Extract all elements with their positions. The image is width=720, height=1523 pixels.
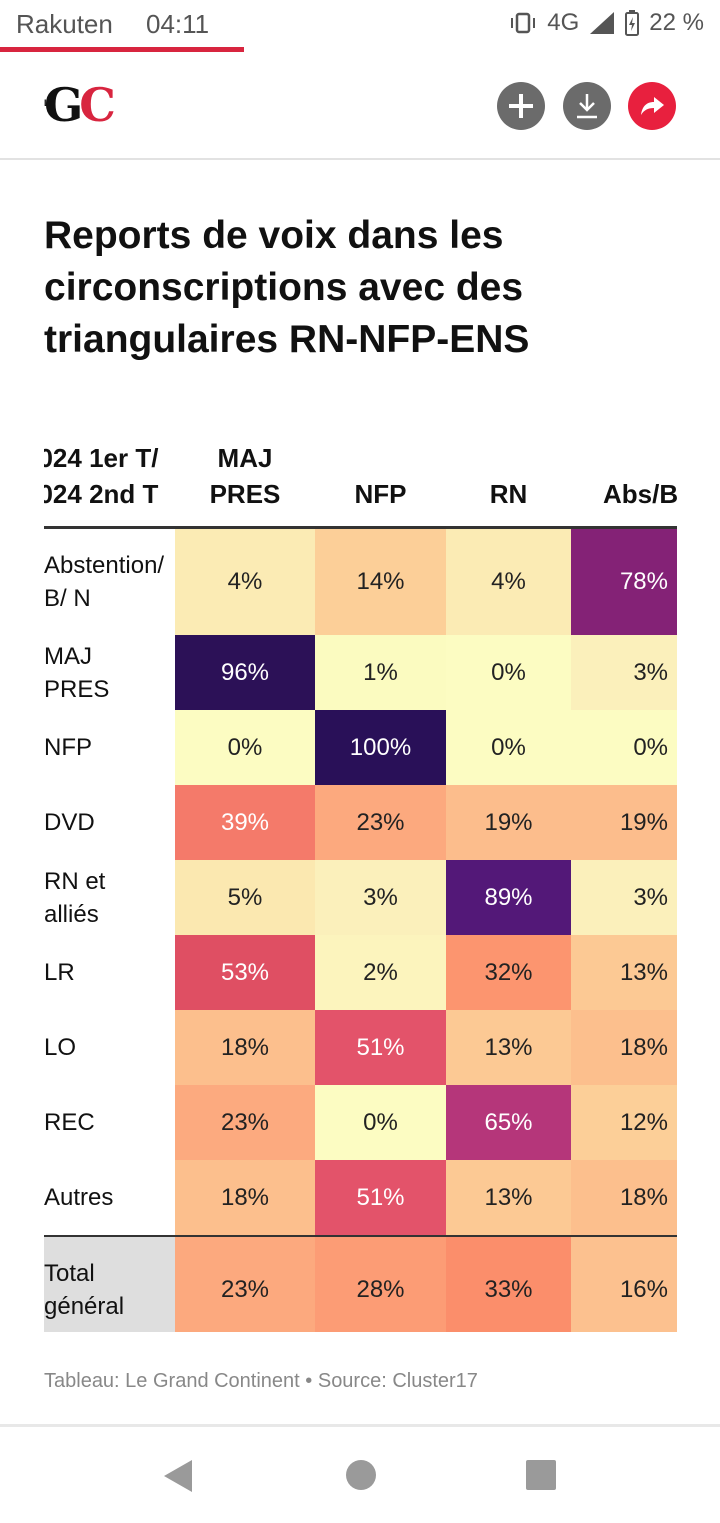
table-cell: 23% <box>175 1085 315 1160</box>
table-cell: 2% <box>315 935 446 1010</box>
table-cell: 5% <box>175 860 315 935</box>
row-header-label: 2024 1er T/ 2024 2nd T <box>44 443 159 509</box>
table-cell: 14% <box>315 527 446 635</box>
status-icons: 4G 22 % <box>509 9 704 37</box>
table-cell: 51% <box>315 1160 446 1236</box>
table-row: MAJ PRES 96% 1% 0% 3% <box>44 635 677 710</box>
app-header: LE GC <box>0 52 720 160</box>
site-logo[interactable]: LE GC <box>44 78 116 132</box>
table-cell: 18% <box>175 1010 315 1085</box>
row-label: Total général <box>44 1235 175 1332</box>
row-label: RN et alliés <box>44 860 175 935</box>
table-cell: 32% <box>446 935 571 1010</box>
column-header: Abs/B <box>603 479 677 509</box>
article-title: Reports de voix dans les circonscription… <box>44 214 530 361</box>
vibrate-icon <box>511 12 536 34</box>
network-type: 4G <box>547 9 580 36</box>
table-cell: 100% <box>315 710 446 785</box>
table-cell: 0% <box>446 635 571 710</box>
download-button[interactable] <box>563 82 611 130</box>
download-icon <box>577 94 597 119</box>
table-row: LO 18% 51% 13% 18% <box>44 1010 677 1085</box>
table-row: NFP 0% 100% 0% 0% <box>44 710 677 785</box>
table-cell: 18% <box>571 1010 677 1085</box>
table-cell: 19% <box>446 785 571 860</box>
logo-g: G <box>44 78 83 132</box>
plus-icon <box>509 94 533 118</box>
signal-icon <box>590 12 615 34</box>
logo-le-text: LE <box>44 98 56 108</box>
table-row: LR 53% 2% 32% 13% <box>44 935 677 1010</box>
table-cell: 51% <box>315 1010 446 1085</box>
table-cell: 78% <box>571 527 677 635</box>
table-cell: 3% <box>571 860 677 935</box>
row-label: LO <box>44 1010 175 1085</box>
battery-charging-icon <box>625 10 640 36</box>
table-cell: 33% <box>446 1235 571 1332</box>
table-cell: 23% <box>315 785 446 860</box>
table-cell: 28% <box>315 1235 446 1332</box>
table-caption: Tableau: Le Grand Continent • Source: Cl… <box>44 1370 478 1392</box>
status-time: 04:11 <box>146 9 210 39</box>
table-cell: 53% <box>175 935 315 1010</box>
table-row: REC 23% 0% 65% 12% <box>44 1085 677 1160</box>
table-cell: 4% <box>175 527 315 635</box>
status-bar: Rakuten 04:11 4G 22 % <box>0 0 720 52</box>
table-row: RN et alliés 5% 3% 89% 3% <box>44 860 677 935</box>
table-header-row: 2024 1er T/ 2024 2nd T MAJ PRES NFP RN A… <box>44 420 677 528</box>
recent-apps-icon[interactable] <box>526 1460 556 1490</box>
table-cell: 13% <box>446 1010 571 1085</box>
table-cell: 12% <box>571 1085 677 1160</box>
row-label: DVD <box>44 785 175 860</box>
table-cell: 0% <box>446 710 571 785</box>
row-label: NFP <box>44 710 175 785</box>
table-cell: 89% <box>446 860 571 935</box>
home-icon[interactable] <box>346 1460 376 1490</box>
table-cell: 23% <box>175 1235 315 1332</box>
table-cell: 18% <box>175 1160 315 1236</box>
page-load-progress <box>0 47 244 52</box>
column-header: NFP <box>354 479 407 509</box>
table-row: Autres 18% 51% 13% 18% <box>44 1160 677 1236</box>
back-icon[interactable] <box>164 1460 192 1492</box>
table-cell: 18% <box>571 1160 677 1236</box>
row-label: REC <box>44 1085 175 1160</box>
row-label: MAJ PRES <box>44 635 175 710</box>
row-label: Autres <box>44 1160 175 1236</box>
table-cell: 3% <box>571 635 677 710</box>
vote-transfer-table-container[interactable]: 2024 1er T/ 2024 2nd T MAJ PRES NFP RN A… <box>44 420 677 1332</box>
table-row: Abstention/ B/ N 4% 14% 4% 78% <box>44 527 677 635</box>
add-button[interactable] <box>497 82 545 130</box>
share-button[interactable] <box>628 82 676 130</box>
table-body: Abstention/ B/ N 4% 14% 4% 78% MAJ PRES 96% 1% 0… <box>44 527 677 1332</box>
table-cell: 19% <box>571 785 677 860</box>
table-row: Total général 23% 28% 33% 16% <box>44 1235 677 1332</box>
battery-level: 22 % <box>649 9 704 36</box>
column-header: RN <box>489 479 528 509</box>
table-cell: 39% <box>175 785 315 860</box>
table-row: DVD 39% 23% 19% 19% <box>44 785 677 860</box>
table-cell: 3% <box>315 860 446 935</box>
table-cell: 1% <box>315 635 446 710</box>
table-cell: 96% <box>175 635 315 710</box>
table-cell: 0% <box>571 710 677 785</box>
table-cell: 13% <box>571 935 677 1010</box>
row-label: LR <box>44 935 175 1010</box>
table-cell: 0% <box>175 710 315 785</box>
row-label: Abstention/ B/ N <box>44 527 175 635</box>
table-cell: 65% <box>446 1085 571 1160</box>
share-icon <box>641 97 664 115</box>
table-cell: 16% <box>571 1235 677 1332</box>
table-cell: 0% <box>315 1085 446 1160</box>
table-cell: 4% <box>446 527 571 635</box>
system-nav-bar <box>0 1424 720 1523</box>
vote-transfer-table: 2024 1er T/ 2024 2nd T MAJ PRES NFP RN A… <box>44 420 677 1332</box>
carrier-name: Rakuten <box>16 9 113 39</box>
table-cell: 13% <box>446 1160 571 1236</box>
logo-c: C <box>79 78 116 132</box>
column-header: MAJ PRES <box>209 443 281 509</box>
